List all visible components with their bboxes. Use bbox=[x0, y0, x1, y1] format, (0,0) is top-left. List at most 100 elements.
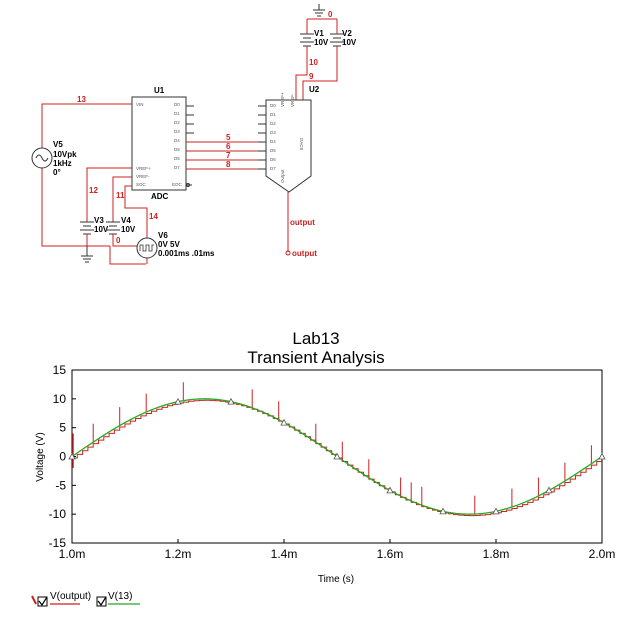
ground-symbol-bottom bbox=[81, 246, 93, 263]
v4-name: V4 bbox=[121, 216, 131, 225]
v4-battery[interactable] bbox=[106, 221, 120, 235]
u2-name: U2 bbox=[309, 85, 320, 94]
u2-pin-d0: D0 bbox=[270, 103, 276, 108]
series-v13-marker bbox=[333, 452, 341, 460]
u2-pin-d1: D1 bbox=[270, 112, 276, 117]
series-v13-marker bbox=[439, 507, 447, 515]
v6-line1: 0V 5V bbox=[158, 240, 180, 249]
x-tick-label: 1.8m bbox=[483, 547, 510, 561]
u1-pin-d4: D4 bbox=[174, 138, 180, 143]
v6-line2: 0.001ms .01ms bbox=[158, 249, 215, 258]
series-v13-marker bbox=[598, 452, 606, 460]
series-v13-marker bbox=[386, 486, 394, 494]
x-axis-label: Time (s) bbox=[318, 574, 354, 585]
u2-type: DAC8 bbox=[299, 138, 304, 151]
chart-title: Lab13 bbox=[292, 329, 339, 348]
y-tick-label: -5 bbox=[55, 478, 66, 492]
v5-name: V5 bbox=[53, 140, 63, 149]
u1-pin-vrefp: VREF+ bbox=[136, 166, 151, 171]
u2-pin-output: Output bbox=[280, 169, 285, 183]
x-tick-label: 1.4m bbox=[271, 547, 298, 561]
u2-pin-d7: D7 bbox=[270, 166, 276, 171]
u1-pin-d3: D3 bbox=[174, 129, 180, 134]
series-v13-marker bbox=[545, 486, 553, 494]
u1-pin-d0: D0 bbox=[174, 102, 180, 107]
y-axis-ticks: 15 10 5 0 -5 -10 -15 bbox=[49, 363, 76, 550]
series-v13-marker bbox=[492, 507, 500, 515]
u2-pin-d4: D4 bbox=[270, 139, 276, 144]
v1-battery[interactable] bbox=[300, 33, 314, 47]
net-label-10: 10 bbox=[309, 58, 318, 67]
y-tick-label: 15 bbox=[53, 363, 67, 377]
u1-pin-d6: D6 bbox=[174, 156, 180, 161]
series-v13-marker bbox=[68, 452, 76, 460]
u1-pin-vrefm: VREF- bbox=[136, 174, 150, 179]
u1-pin-eoc: EOC bbox=[172, 182, 183, 187]
output-probe[interactable] bbox=[285, 250, 291, 256]
net-label-6: 6 bbox=[226, 142, 231, 151]
v5-line3: 0° bbox=[53, 168, 61, 177]
u1-pin-d1: D1 bbox=[174, 111, 180, 116]
v3-name: V3 bbox=[94, 216, 104, 225]
series-v13-marker bbox=[174, 397, 182, 405]
u2-pin-vrefp: VREF+ bbox=[280, 92, 285, 107]
u2-pin-d2: D2 bbox=[270, 121, 276, 126]
x-tick-label: 1.2m bbox=[165, 547, 192, 561]
v5-line1: 10Vpk bbox=[53, 150, 77, 159]
u1-adc[interactable]: VIN VREF+ VREF- SOC D0 D1 D2 D3 D4 D5 D6… bbox=[131, 96, 187, 191]
legend-checkbox-v-output[interactable] bbox=[37, 596, 48, 607]
net-label-8: 8 bbox=[226, 160, 231, 169]
net-label-0-bottom: 0 bbox=[116, 236, 121, 245]
y-tick-label: 10 bbox=[53, 392, 67, 406]
v3-battery[interactable] bbox=[80, 221, 94, 235]
net-label-5: 5 bbox=[226, 133, 231, 142]
v6-name: V6 bbox=[158, 231, 168, 240]
legend-item-v13[interactable]: V(13) bbox=[96, 591, 140, 607]
chart-subtitle: Transient Analysis bbox=[247, 348, 384, 367]
net-label-0-top: 0 bbox=[328, 10, 333, 19]
net-label-14: 14 bbox=[149, 212, 158, 221]
ground-symbol-top bbox=[313, 4, 325, 17]
u2-pin-d5: D5 bbox=[270, 148, 276, 153]
u1-type: ADC bbox=[151, 192, 169, 201]
y-tick-label: 5 bbox=[59, 421, 66, 435]
y-axis-label: Voltage (V) bbox=[35, 432, 46, 481]
v5-line2: 1kHz bbox=[53, 159, 72, 168]
v1-name: V1 bbox=[314, 29, 324, 38]
series-v13-marker bbox=[280, 418, 288, 426]
u2-pin-d3: D3 bbox=[270, 130, 276, 135]
net-label-12: 12 bbox=[89, 186, 98, 195]
legend-checkbox-v13[interactable] bbox=[96, 596, 107, 607]
legend: V(output) V(13) bbox=[31, 591, 140, 607]
v6-clock-source[interactable] bbox=[136, 237, 158, 259]
u1-pin-soc: SOC bbox=[136, 182, 147, 187]
u1-name: U1 bbox=[154, 86, 165, 95]
legend-label-v13: V(13) bbox=[108, 591, 132, 602]
y-tick-label: 0 bbox=[59, 450, 66, 464]
output-probe-label: output bbox=[292, 249, 317, 258]
schematic: 0 V1 10V V2 10V 10 9 VREF+ VREF- D0 bbox=[31, 4, 357, 265]
v3-value: 10V bbox=[94, 225, 109, 234]
y-tick-label: -10 bbox=[49, 507, 67, 521]
v5-ac-source[interactable] bbox=[31, 147, 53, 169]
u1-pin-d7: D7 bbox=[174, 165, 180, 170]
legend-item-v-output[interactable]: V(output) bbox=[31, 591, 91, 607]
x-tick-label: 1.0m bbox=[59, 547, 86, 561]
v2-name: V2 bbox=[342, 29, 352, 38]
u1-pin-d2: D2 bbox=[174, 120, 180, 125]
chart: Lab13 Transient Analysis 151050-5-10-15 … bbox=[35, 329, 615, 585]
net-label-13: 13 bbox=[77, 95, 86, 104]
v4-value: 10V bbox=[121, 225, 136, 234]
output-net-label: output bbox=[290, 218, 315, 227]
u2-dac[interactable]: VREF+ VREF- D0 D1 D2 D3 D4 D5 D6 D7 DAC8… bbox=[265, 92, 312, 193]
x-tick-label: 1.6m bbox=[377, 547, 404, 561]
u1-pin-d5: D5 bbox=[174, 147, 180, 152]
legend-label-v-output: V(output) bbox=[50, 591, 91, 602]
v2-value: 10V bbox=[342, 38, 357, 47]
net-label-9: 9 bbox=[309, 72, 314, 81]
x-tick-label: 2.0m bbox=[589, 547, 616, 561]
series-layer bbox=[68, 382, 606, 517]
net-label-7: 7 bbox=[226, 151, 231, 160]
u2-pin-vrefm: VREF- bbox=[290, 93, 295, 107]
